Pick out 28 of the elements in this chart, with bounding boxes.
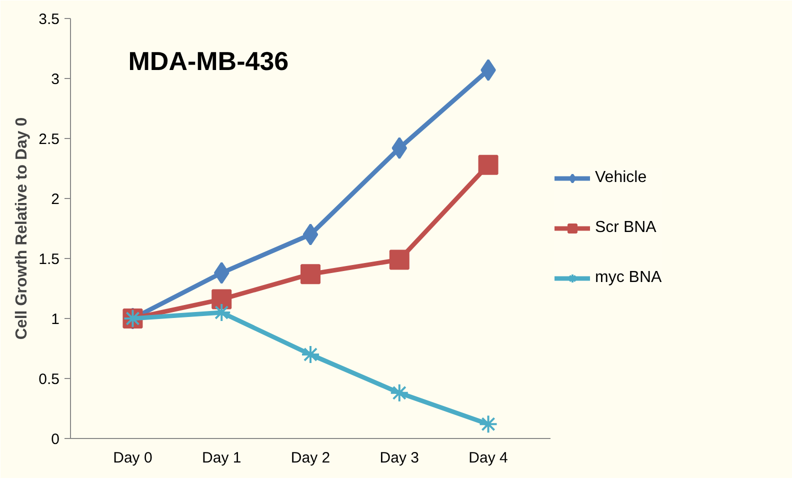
point [301,345,320,364]
y-tick-label: 1.5 [38,251,60,268]
x-tick-label: Day 0 [113,450,152,466]
y-tick-label: 2 [51,191,60,208]
x-tick-label: Day 3 [380,450,419,466]
point [214,262,230,284]
y-tick-label: 1 [51,311,60,328]
y-tick-label: 3.5 [38,11,60,28]
point [390,383,409,402]
y-tick-label: 3 [51,71,60,88]
legend-label: myc BNA [595,269,662,287]
legend-label: Scr BNA [595,219,656,237]
point [300,264,320,284]
x-tick-label: Day 2 [290,450,330,466]
y-axis-title: Cell Growth Relative to Day 0 [14,117,31,340]
point [389,250,410,270]
point [478,154,498,175]
point [392,137,408,160]
point [212,289,232,310]
y-tick-label: 0 [51,431,60,448]
x-tick-label: Day 4 [468,450,508,466]
legend-label: Vehicle [595,169,647,187]
point [478,414,498,434]
x-tick-label: Day 1 [202,450,242,466]
y-tick-label: 0.5 [38,371,60,388]
text: MDA-MB-436 [128,46,289,76]
point [302,224,318,246]
y-tick-label: 2.5 [38,131,60,148]
